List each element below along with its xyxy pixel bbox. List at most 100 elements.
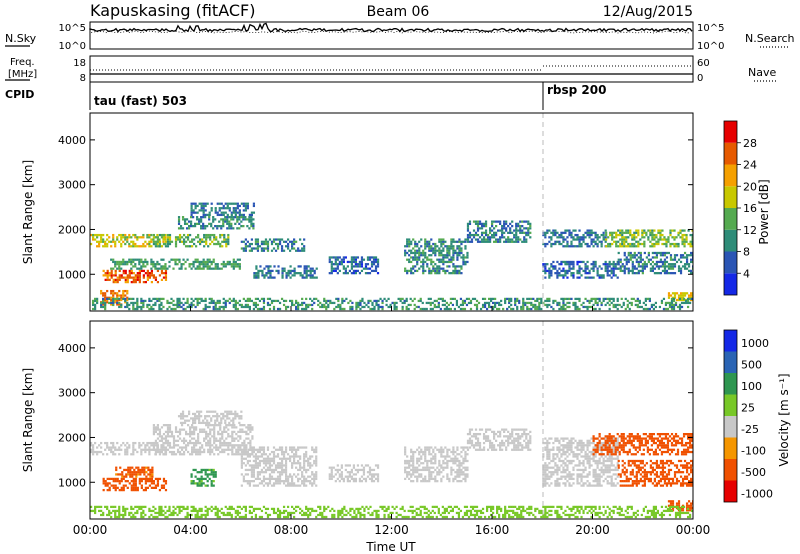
data-cell (522, 297, 525, 301)
data-cell (342, 256, 345, 259)
data-cell (256, 455, 260, 458)
data-cell (515, 432, 518, 436)
data-cell (340, 258, 343, 261)
data-cell (299, 274, 302, 277)
data-cell (641, 233, 644, 237)
data-cell (598, 276, 601, 279)
data-cell (130, 484, 133, 487)
data-cell (102, 245, 105, 248)
data-cell (430, 477, 433, 481)
data-cell (187, 412, 191, 416)
data-cell (307, 459, 310, 463)
data-cell (679, 292, 683, 295)
data-cell (132, 265, 135, 268)
data-cell (671, 263, 675, 266)
data-cell (166, 435, 170, 438)
data-cell (420, 473, 423, 476)
data-cell (106, 245, 109, 248)
data-cell (440, 471, 443, 474)
data-cell (221, 444, 224, 447)
data-cell (458, 468, 461, 472)
data-cell (364, 480, 368, 483)
data-cell (303, 455, 306, 458)
data-cell (255, 274, 258, 277)
data-cell (430, 459, 433, 463)
data-cell (499, 448, 502, 451)
data-cell (269, 272, 272, 275)
data-cell (174, 242, 178, 246)
data-cell (691, 242, 693, 246)
data-cell (130, 236, 133, 239)
data-cell (156, 424, 160, 427)
data-cell (136, 297, 139, 301)
data-cell (343, 299, 346, 303)
data-cell (450, 450, 453, 454)
data-cell (454, 269, 457, 273)
data-cell (529, 236, 532, 239)
data-cell (377, 305, 380, 309)
data-cell (197, 453, 200, 456)
data-cell (199, 430, 202, 433)
data-cell (274, 238, 278, 241)
data-cell (264, 482, 268, 485)
data-cell (96, 240, 99, 243)
data-cell (178, 233, 182, 237)
data-cell (108, 477, 111, 481)
data-cell (104, 242, 107, 246)
data-cell (282, 303, 286, 307)
data-cell (230, 213, 233, 217)
data-cell (293, 482, 296, 485)
data-cell (464, 263, 467, 266)
data-cell (462, 459, 465, 463)
data-cell (683, 245, 686, 248)
data-cell (138, 278, 141, 281)
data-cell (370, 477, 374, 481)
data-cell (475, 299, 479, 303)
data-cell (625, 245, 628, 248)
data-cell (474, 428, 478, 431)
data-cell (461, 301, 465, 305)
data-cell (462, 260, 465, 264)
data-cell (280, 457, 284, 460)
data-cell (92, 444, 95, 447)
data-cell (617, 258, 620, 261)
data-cell (196, 297, 199, 301)
data-cell (176, 301, 179, 305)
data-cell (152, 297, 155, 301)
data-cell (481, 305, 485, 309)
data-cell (507, 240, 510, 243)
data-cell (474, 231, 478, 234)
data-cell (655, 256, 659, 259)
data-cell (260, 307, 264, 311)
data-cell (507, 439, 510, 442)
data-cell (450, 468, 453, 472)
data-cell (160, 258, 163, 261)
data-cell (222, 260, 225, 264)
data-cell (669, 272, 673, 275)
data-cell (683, 263, 687, 266)
data-cell (342, 265, 345, 268)
data-cell (191, 424, 194, 427)
data-cell (209, 233, 212, 237)
data-cell (154, 450, 158, 454)
data-cell (683, 251, 687, 255)
data-cell (295, 240, 298, 243)
data-cell (499, 444, 502, 447)
data-cell (490, 220, 494, 223)
data-cell (244, 457, 247, 460)
data-cell (198, 265, 201, 268)
data-cell (424, 453, 427, 456)
data-cell (588, 305, 591, 309)
data-cell (212, 468, 215, 472)
data-cell (645, 231, 648, 234)
data-cell (190, 204, 193, 208)
data-cell (412, 459, 415, 463)
data-cell (493, 220, 496, 223)
data-cell (550, 238, 553, 241)
data-cell (604, 303, 607, 307)
data-cell (311, 448, 314, 451)
data-cell (366, 258, 370, 261)
data-cell (496, 301, 499, 305)
data-cell (238, 213, 241, 217)
data-cell (683, 265, 687, 268)
